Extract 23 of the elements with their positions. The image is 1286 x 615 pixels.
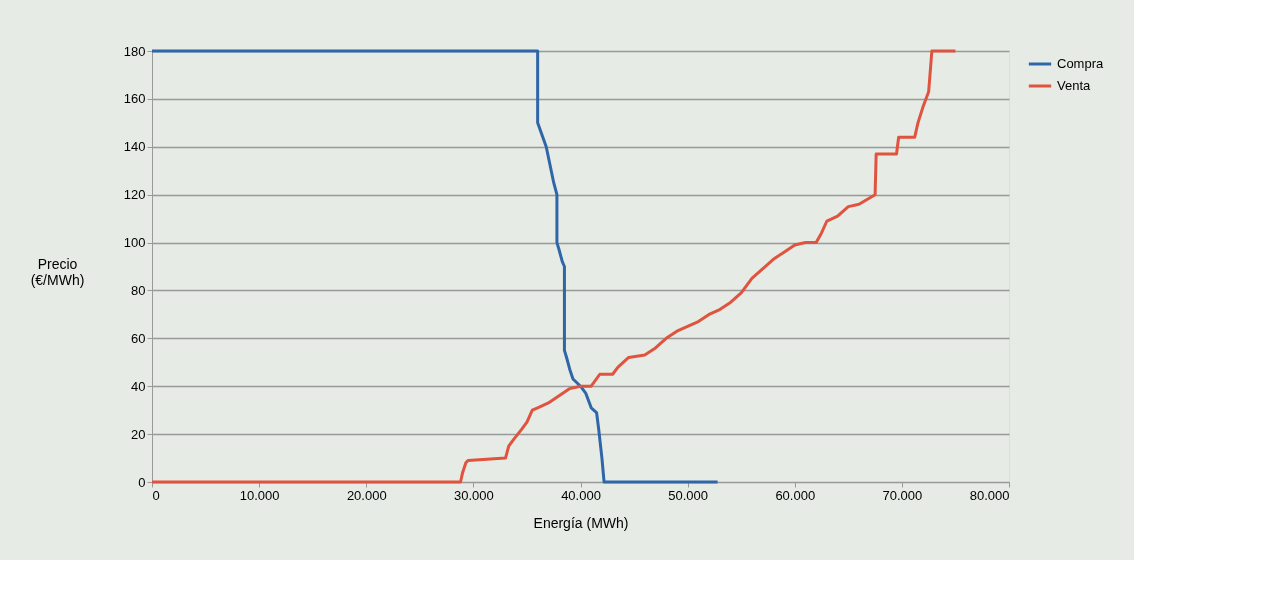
x-tick-label: 40.000 <box>561 487 601 503</box>
x-tick-label: 50.000 <box>668 487 709 503</box>
legend-label: Venta <box>1057 78 1092 93</box>
y-tick-label: 120 <box>123 187 146 203</box>
y-tick-label: 0 <box>138 474 146 490</box>
x-axis-title: Energía (MWh) <box>533 514 629 531</box>
y-tick-label: 160 <box>123 91 146 107</box>
y-axis-title: Precio (€/MWh) <box>30 255 85 288</box>
x-tick-label: 20.000 <box>346 487 387 503</box>
x-tick-label: 80.000 <box>969 487 1010 503</box>
x-tick-label: 0 <box>152 487 160 503</box>
y-tick-label: 80 <box>131 282 146 298</box>
legend-label: Compra <box>1057 56 1105 71</box>
y-tick-label: 60 <box>131 330 146 346</box>
y-tick-label: 100 <box>123 235 146 251</box>
y-tick-label: 20 <box>131 426 146 442</box>
x-tick-label: 30.000 <box>453 487 494 503</box>
y-tick-label: 180 <box>123 43 146 59</box>
y-tick-label: 40 <box>131 378 146 394</box>
x-tick-label: 60.000 <box>775 487 816 503</box>
x-tick-label: 10.000 <box>239 487 280 503</box>
y-tick-label: 140 <box>123 139 146 155</box>
x-tick-label: 70.000 <box>882 487 923 503</box>
